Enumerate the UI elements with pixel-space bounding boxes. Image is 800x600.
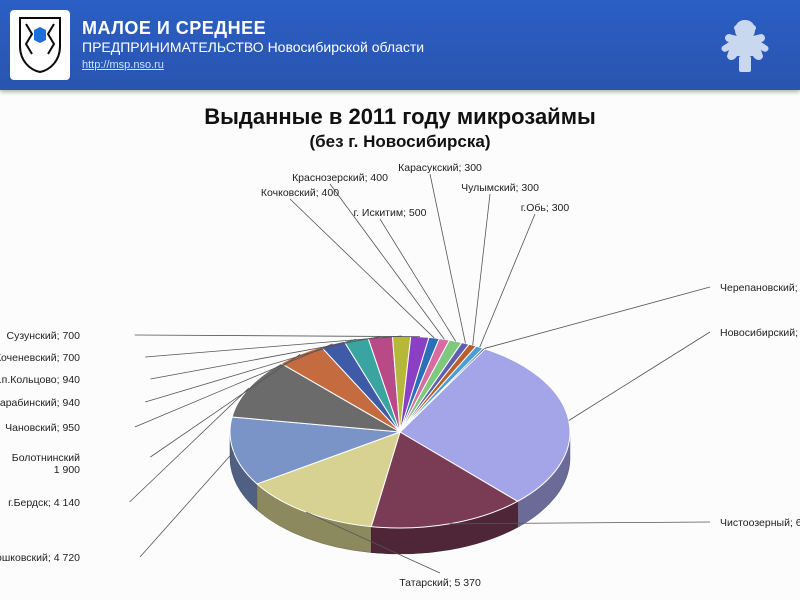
header-banner: МАЛОЕ И СРЕДНЕЕ ПРЕДПРИНИМАТЕЛЬСТВО Ново… — [0, 0, 800, 90]
slice-label: Чулымский; 300 — [430, 182, 570, 194]
slice-label: Кочковский; 400 — [230, 187, 370, 199]
slice-label: г.Обь; 300 — [475, 202, 615, 214]
chart-title: Выданные в 2011 году микрозаймы — [20, 104, 780, 130]
pie-chart: Новосибирский; 12 010Чистоозерный; 6 050… — [20, 152, 780, 592]
slice-label: Черепановский; 80 — [720, 282, 800, 294]
slice-label: г.Бердск; 4 140 — [0, 497, 80, 509]
slice-label: Новосибирский; 12 010 — [720, 327, 800, 339]
content: Выданные в 2011 году микрозаймы (без г. … — [0, 90, 800, 592]
slice-label: г. Искитим; 500 — [320, 207, 460, 219]
banner-text: МАЛОЕ И СРЕДНЕЕ ПРЕДПРИНИМАТЕЛЬСТВО Ново… — [82, 18, 700, 73]
region-shield-icon — [10, 10, 70, 80]
slice-label: Сузунский; 700 — [0, 330, 80, 342]
slice-label: Мошковский; 4 720 — [0, 552, 80, 564]
slice-label: Чистоозерный; 6 050 — [720, 517, 800, 529]
page: МАЛОЕ И СРЕДНЕЕ ПРЕДПРИНИМАТЕЛЬСТВО Ново… — [0, 0, 800, 600]
slice-label: Болотнинский1 900 — [0, 452, 80, 476]
slice-label: р.п.Кольцово; 940 — [0, 374, 80, 386]
banner-title-line1: МАЛОЕ И СРЕДНЕЕ — [82, 18, 700, 39]
banner-title-line2: ПРЕДПРИНИМАТЕЛЬСТВО Новосибирской област… — [82, 39, 700, 55]
slice-label: Барабинский; 940 — [0, 397, 80, 409]
slice-label: Чановский; 950 — [0, 422, 80, 434]
chart-subtitle: (без г. Новосибирска) — [20, 132, 780, 152]
slice-label: Карасукский; 300 — [370, 162, 510, 174]
banner-url-link[interactable]: http://msp.nso.ru — [82, 59, 164, 71]
state-emblem-icon — [700, 5, 790, 85]
slice-label: Татарский; 5 370 — [399, 577, 481, 589]
slice-label: Коченевский; 700 — [0, 352, 80, 364]
